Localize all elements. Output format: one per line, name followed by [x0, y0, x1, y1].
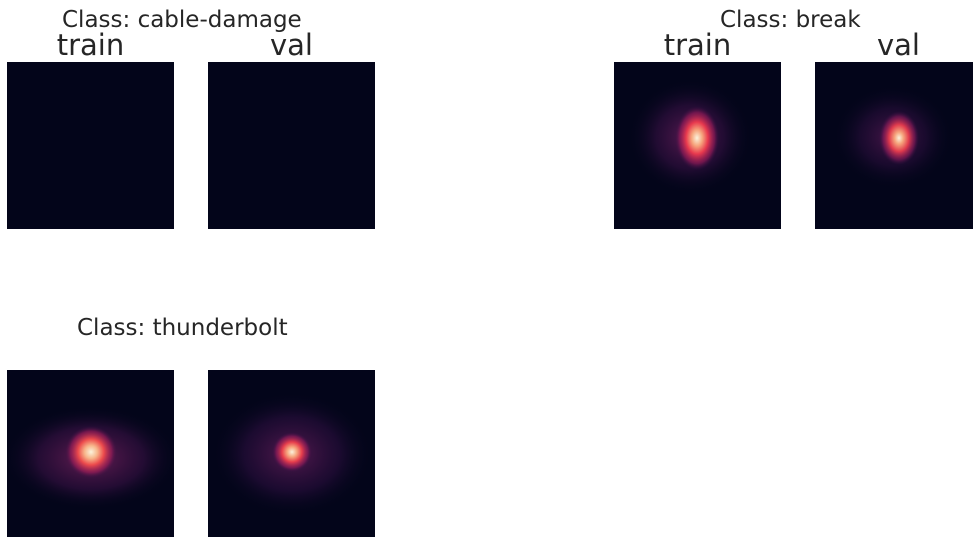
- chart-title-break: Class: break: [720, 7, 861, 33]
- panel-label-cable-damage-val: val: [270, 28, 313, 62]
- heatmap-svg: [7, 406, 174, 510]
- heatmap-cable-damage-train: [7, 62, 174, 229]
- heatmap-svg: [833, 85, 953, 189]
- heatmap-thunderbolt-train: [7, 370, 174, 537]
- heatmap-svg: [212, 392, 372, 516]
- heatmap-hotspot: [675, 106, 719, 170]
- chart-title-cable-damage: Class: cable-damage: [62, 7, 302, 33]
- chart-title-thunderbolt: Class: thunderbolt: [77, 315, 288, 341]
- panel-label-cable-damage-train: train: [56, 28, 125, 62]
- heatmap-break-val: [815, 62, 973, 229]
- heatmap-svg: [208, 62, 375, 229]
- heatmap-hotspot: [65, 426, 117, 478]
- heatmap-break-train: [614, 62, 781, 229]
- heatmap-thunderbolt-val: [208, 370, 375, 537]
- heatmap-hotspot: [272, 432, 312, 472]
- heatmap-cable-damage-val: [208, 62, 375, 229]
- heatmap-svg: [628, 79, 752, 195]
- panel-label-break-train: train: [663, 28, 732, 62]
- panel-label-break-val: val: [877, 28, 920, 62]
- heatmap-hotspot: [879, 111, 919, 165]
- heatmap-svg: [7, 62, 174, 229]
